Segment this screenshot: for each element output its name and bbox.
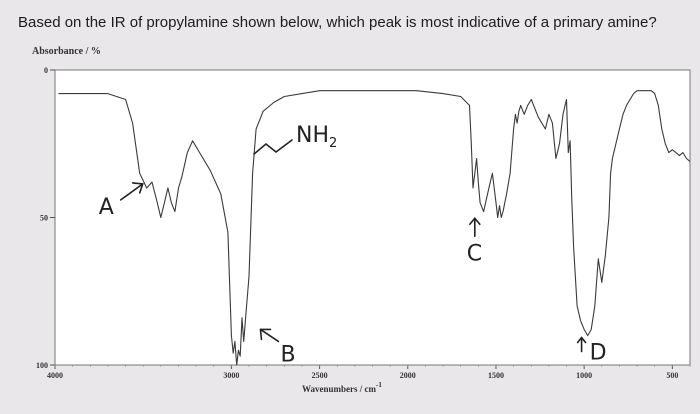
question-text: Based on the IR of propylamine shown bel… (18, 14, 657, 31)
y-axis-label: Absorbance / % (32, 46, 101, 57)
handwritten-annotations: A B C D NH2 (99, 123, 607, 367)
x-tick-label: 1500 (488, 371, 504, 380)
plot-frame (54, 69, 691, 366)
y-ticks: 0 50 100 (36, 66, 55, 370)
annotation-a-label: A (99, 195, 114, 220)
annotation-b-label: B (280, 342, 295, 367)
y-tick-label: 50 (40, 214, 48, 223)
annotation-c-label: C (467, 241, 482, 266)
annotation-c-arrow (469, 217, 481, 238)
annotation-b-arrow (259, 328, 280, 343)
x-tick-label: 1000 (576, 371, 592, 380)
nh2-text: NH (296, 123, 329, 148)
annotation-d-label: D (590, 341, 607, 366)
x-tick-label: 2500 (312, 371, 328, 380)
x-tick-label: 3000 (223, 371, 239, 380)
annotation-d-arrow (576, 336, 587, 353)
plot-area (54, 69, 691, 366)
x-ticks: 4000 3000 2500 2000 1500 1000 500 (47, 365, 691, 380)
y-tick-label: 100 (36, 361, 48, 370)
spectrum-line (58, 90, 691, 366)
x-axis-label-superscript: -1 (376, 381, 382, 389)
x-tick-label: 2000 (400, 371, 416, 380)
annotation-nh2-label: NH2 (296, 123, 337, 151)
x-axis-label: Wavenumbers / cm-1 (302, 381, 382, 394)
x-tick-label: 500 (666, 371, 678, 380)
propylamine-zigzag (253, 139, 293, 155)
y-tick-label: 0 (44, 66, 48, 75)
x-tick-label: 4000 (47, 371, 63, 380)
annotation-a-arrow (119, 182, 144, 201)
nh2-subscript: 2 (329, 136, 337, 151)
x-axis-label-text: Wavenumbers / cm (302, 384, 376, 394)
